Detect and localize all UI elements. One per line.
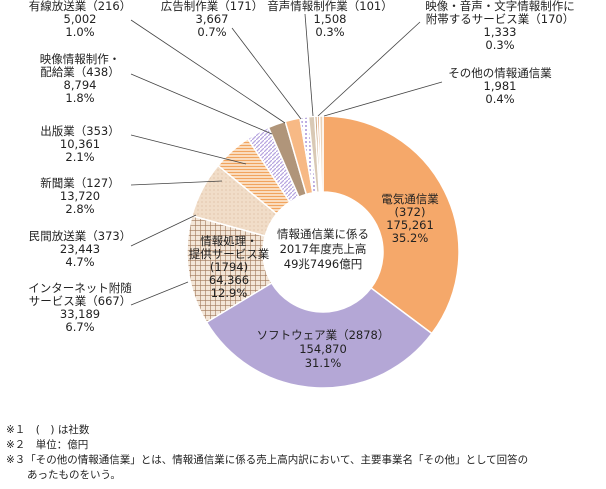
slice-label-13: その他の情報通信業 1,981 0.4% bbox=[448, 66, 552, 106]
leader-line-13 bbox=[323, 81, 443, 117]
slice-label-line: その他の情報通信業 bbox=[448, 66, 552, 80]
slice-label-line: 175,261 bbox=[386, 218, 434, 232]
slice-label-1: 電気通信業(372) 175,261 35.2% bbox=[381, 192, 439, 245]
slice-label-4: インターネット附随サービス業（667） 33,189 6.7% bbox=[28, 281, 132, 334]
footnote: あったものをいう。 bbox=[6, 469, 121, 481]
center-text: 49兆7496億円 bbox=[284, 257, 362, 271]
center-text: 情報通信業に係る bbox=[277, 227, 369, 241]
slice-label-line: 0.4% bbox=[485, 92, 514, 106]
slice-label-line: 10,361 bbox=[60, 137, 100, 151]
slice-label-line: (372) bbox=[395, 205, 426, 219]
slice-label-line: 出版業（353） bbox=[40, 124, 119, 138]
slice-label-12: 映像・音声・文字情報制作に附帯するサービス業（170） 1,333 0.3% bbox=[425, 0, 575, 52]
slice-label-line: 3,667 bbox=[196, 12, 229, 26]
slice-label-line: 広告制作業（171） bbox=[161, 0, 263, 13]
slice-label-line: 提供サービス業 bbox=[189, 247, 270, 261]
slice-label-line: 64,366 bbox=[209, 273, 249, 287]
slice-label-line: 8,794 bbox=[64, 78, 97, 92]
slice-label-line: 新聞業（127） bbox=[40, 176, 119, 190]
leader-line-7 bbox=[130, 134, 247, 165]
slice-label-line: 附帯するサービス業（170） bbox=[426, 12, 574, 26]
slice-label-line: 0.3% bbox=[485, 38, 514, 52]
slice-label-line: 0.3% bbox=[315, 25, 344, 39]
slice-label-line: 有線放送業（216） bbox=[29, 0, 131, 13]
footnote: ※３「その他の情報通信業」とは、情報通信業に係る売上高内訳において、主要事業名「… bbox=[6, 454, 529, 466]
slice-label-line: 5,002 bbox=[64, 12, 97, 26]
slice-label-line: 1,333 bbox=[484, 25, 517, 39]
slice-label-line: 6.7% bbox=[65, 320, 94, 334]
slice-label-3: 情報処理・提供サービス業(1794) 64,366 12.9% bbox=[189, 234, 270, 300]
slice-label-line: 1.0% bbox=[65, 25, 94, 39]
slice-label-line: (1794) bbox=[210, 260, 248, 274]
slice-label-7: 出版業（353） 10,361 2.1% bbox=[40, 124, 119, 164]
leader-line-8 bbox=[130, 73, 273, 135]
slice-label-5: 民間放送業（373） 23,443 4.7% bbox=[29, 229, 131, 269]
slice-label-6: 新聞業（127） 13,720 2.8% bbox=[40, 176, 119, 216]
leader-line-6 bbox=[130, 180, 223, 186]
slice-label-9: 有線放送業（216） 5,002 1.0% bbox=[29, 0, 131, 39]
slice-label-line: 35.2% bbox=[392, 231, 429, 245]
center-text: 2017年度売上高 bbox=[280, 242, 367, 256]
slice-label-line: 民間放送業（373） bbox=[29, 229, 131, 243]
slice-1 bbox=[322, 115, 460, 335]
slice-label-11: 音声情報制作業（101） 1,508 0.3% bbox=[267, 0, 392, 39]
slice-label-line: 4.7% bbox=[65, 255, 94, 269]
slice-label-line: 音声情報制作業（101） bbox=[267, 0, 392, 13]
slice-label-line: 情報処理・ bbox=[200, 234, 258, 248]
slice-label-line: 31.1% bbox=[305, 356, 342, 370]
slice-label-line: 2.8% bbox=[65, 202, 94, 216]
slice-label-line: 映像・音声・文字情報制作に bbox=[425, 0, 575, 13]
slice-label-line: サービス業（667） bbox=[29, 294, 131, 308]
slice-label-line: 2.1% bbox=[65, 150, 94, 164]
slice-label-line: 23,443 bbox=[60, 242, 100, 256]
slice-label-line: 1,981 bbox=[484, 79, 517, 93]
slice-label-line: インターネット附随 bbox=[28, 281, 132, 295]
slice-label-line: 33,189 bbox=[60, 307, 100, 321]
slice-label-line: 映像情報制作・ bbox=[40, 52, 121, 66]
slice-label-2: ソフトウェア業（2878） 154,870 31.1% bbox=[257, 328, 390, 370]
leader-line-11 bbox=[304, 13, 314, 117]
footnote: ※２ 単位：億円 bbox=[6, 439, 89, 451]
slice-label-line: 154,870 bbox=[299, 342, 347, 356]
leader-line-9 bbox=[130, 19, 286, 124]
slice-2 bbox=[205, 281, 433, 389]
slice-label-line: 1.8% bbox=[65, 91, 94, 105]
slice-label-line: 電気通信業 bbox=[381, 192, 439, 206]
slice-label-line: 0.7% bbox=[197, 25, 226, 39]
leader-line-4 bbox=[130, 281, 189, 306]
leader-line-5 bbox=[130, 214, 197, 247]
slice-label-line: 配給業（438） bbox=[40, 65, 119, 79]
slice-label-line: 1,508 bbox=[314, 12, 347, 26]
slice-label-10: 広告制作業（171） 3,667 0.7% bbox=[161, 0, 263, 39]
slice-label-line: 13,720 bbox=[60, 189, 100, 203]
slice-label-line: ソフトウェア業（2878） bbox=[257, 328, 390, 342]
leader-line-10 bbox=[231, 27, 302, 120]
leader-line-12 bbox=[317, 21, 421, 117]
slice-label-8: 映像情報制作・配給業（438） 8,794 1.8% bbox=[40, 52, 121, 105]
slice-label-line: 12.9% bbox=[211, 286, 248, 300]
footnote: ※１ ( ) は社数 bbox=[6, 424, 90, 436]
slice-13 bbox=[318, 115, 324, 193]
